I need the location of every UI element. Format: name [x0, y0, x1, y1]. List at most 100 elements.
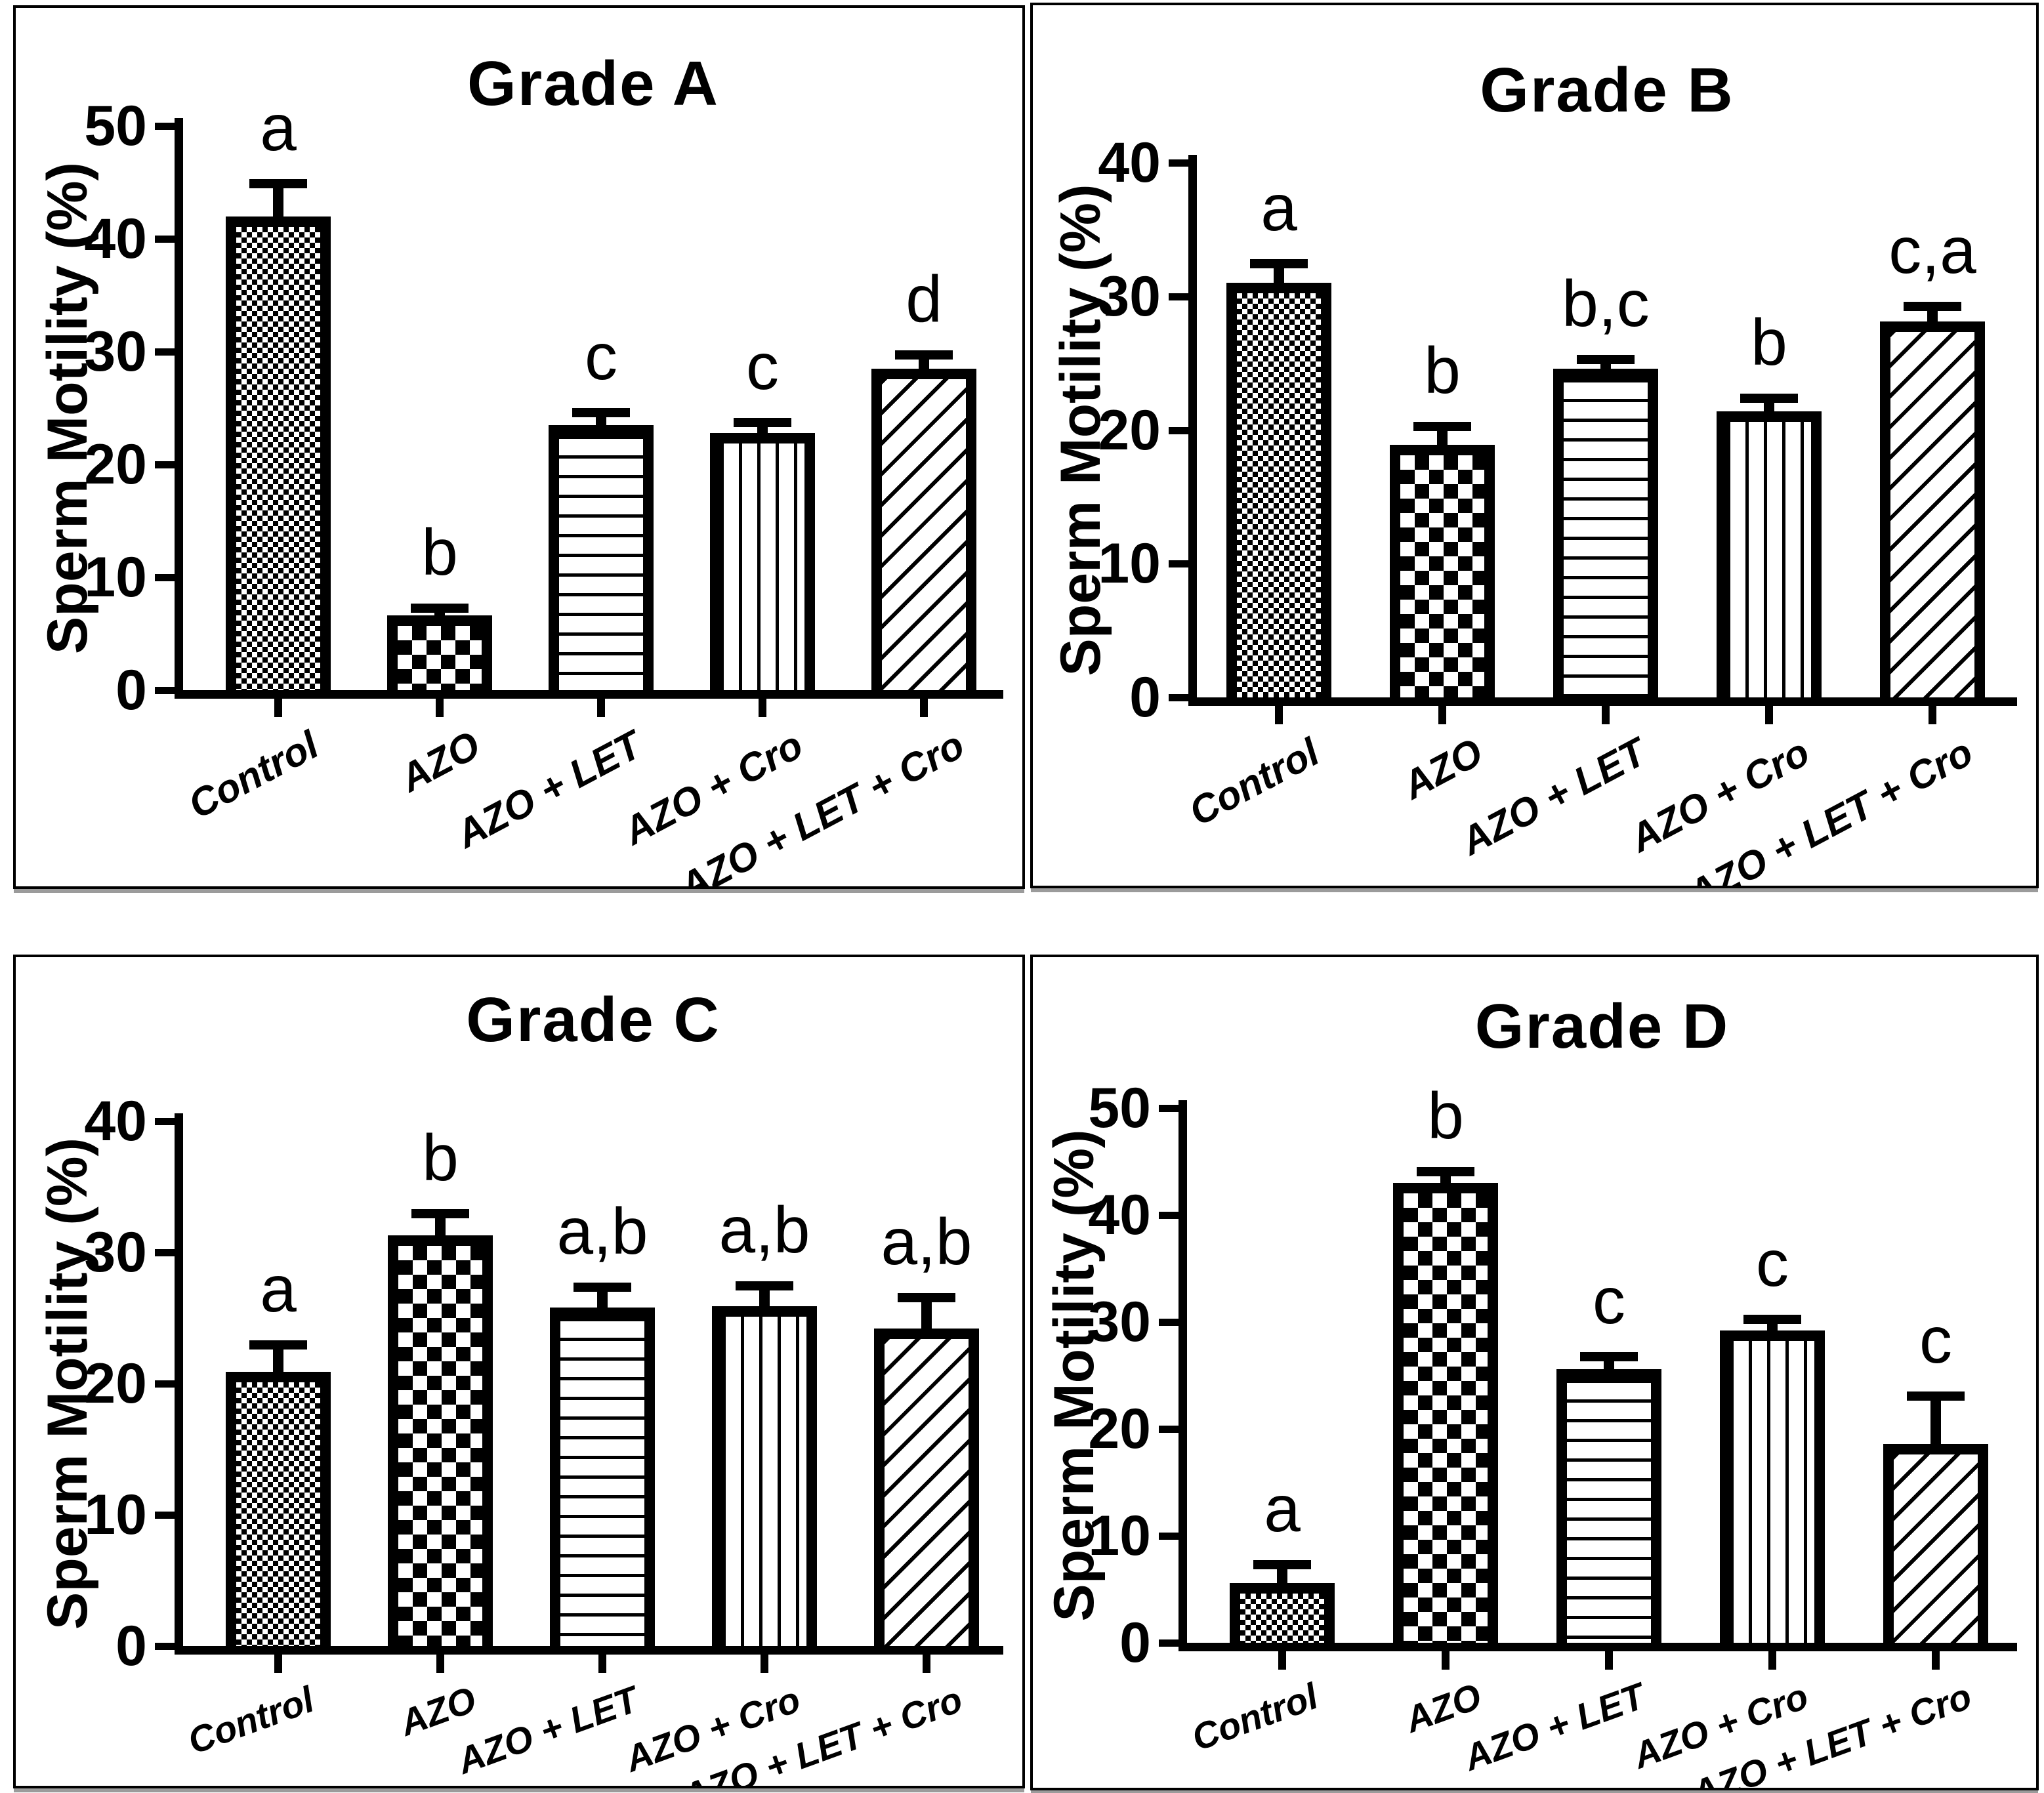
error-bar-cap [249, 178, 307, 188]
bar-azo-let-cro [874, 1329, 979, 1646]
y-tick-label: 50 [1088, 1077, 1151, 1140]
significance-letter: a [1261, 171, 1297, 245]
error-bar-cap [1580, 1351, 1638, 1361]
x-tick [436, 699, 444, 717]
error-bar-cap [572, 408, 630, 417]
y-tick-label: 40 [84, 1090, 147, 1153]
y-tick [155, 348, 175, 356]
y-tick [1169, 426, 1188, 434]
y-tick [1159, 1212, 1178, 1219]
error-bar-cap [1253, 1560, 1311, 1570]
y-tick-label: 30 [1088, 1290, 1151, 1353]
error-bar-cap [1417, 1166, 1474, 1176]
plot-area: 0 10 20 30 40 50 a Control b AZO c AZO + LET c AZO + … [1033, 957, 2036, 1788]
y-tick [155, 123, 175, 130]
y-tick [1159, 1105, 1178, 1112]
bar-azo [1393, 1183, 1498, 1643]
significance-letter: a [260, 1252, 297, 1326]
y-tick [155, 1643, 175, 1650]
bar-azo-cro [712, 1306, 817, 1646]
significance-letter: a [1264, 1472, 1301, 1546]
error-bar-cap [734, 418, 791, 428]
x-tick [1275, 706, 1283, 724]
y-tick [1169, 560, 1188, 568]
significance-letter: a,b [719, 1193, 810, 1267]
bar-control [226, 216, 331, 690]
significance-letter: a,b [556, 1195, 648, 1268]
x-tick [759, 699, 766, 717]
y-tick-label: 20 [84, 1352, 147, 1415]
bar-azo-cro [1717, 411, 1822, 697]
x-tick [598, 1655, 606, 1673]
error-bar-cap [1413, 422, 1471, 432]
x-tick [761, 1655, 768, 1673]
y-tick [155, 1118, 175, 1125]
significance-letter: b,c [1562, 267, 1650, 341]
y-tick [1159, 1319, 1178, 1326]
x-axis [1188, 697, 2017, 706]
error-bar-cap [411, 1209, 469, 1218]
y-tick [155, 1512, 175, 1519]
x-tick [1278, 1651, 1286, 1670]
x-tick [274, 1655, 282, 1673]
panel-grade-d: Grade D Sperm Motility (%) 0 10 20 30 40 50 a C… [1030, 955, 2039, 1790]
error-bar-cap [574, 1283, 631, 1292]
significance-letter: b [421, 515, 458, 589]
y-tick-label: 20 [1098, 398, 1161, 462]
panel-grade-c: Grade C Sperm Motility (%) 0 10 20 30 40 a Con… [13, 955, 1025, 1788]
bar-azo-let [1556, 1369, 1661, 1643]
x-tick [1605, 1651, 1613, 1670]
y-axis [175, 118, 183, 699]
error-bar-cap [1743, 1314, 1801, 1324]
y-tick-label: 20 [1088, 1397, 1151, 1460]
bar-azo [387, 615, 492, 690]
x-tick [1438, 706, 1446, 724]
error-bar-cap [1250, 258, 1308, 268]
panel-title: Grade A [467, 49, 719, 119]
error-bar-cap [736, 1281, 793, 1290]
significance-letter: c,a [1888, 213, 1976, 287]
significance-letter: b [1427, 1079, 1464, 1153]
panel-grade-b: Grade B Sperm Motility (%) 0 10 20 30 40 a Con… [1030, 3, 2039, 888]
significance-letter: b [422, 1121, 459, 1195]
bar-control [1226, 283, 1331, 697]
x-axis [175, 1646, 1003, 1655]
significance-letter: b [1751, 306, 1787, 380]
x-tick [597, 699, 605, 717]
x-tick [1602, 706, 1610, 724]
error-bar-cap [1907, 1391, 1965, 1401]
bar-azo [1390, 444, 1495, 697]
panel-title: Grade B [1480, 55, 1734, 125]
bar-control [226, 1372, 331, 1646]
y-tick-label: 30 [84, 320, 147, 383]
y-tick-label: 20 [84, 433, 147, 496]
bar-azo-let-cro [871, 368, 976, 690]
y-tick [155, 236, 175, 243]
y-tick-label: 30 [84, 1221, 147, 1284]
x-tick [436, 1655, 444, 1673]
error-bar-cap [1577, 355, 1635, 365]
y-axis [1188, 155, 1197, 706]
error-bar-cap [1740, 394, 1798, 403]
y-tick-label: 40 [1098, 131, 1161, 194]
y-axis [1178, 1100, 1187, 1651]
x-tick [274, 699, 282, 717]
error-bar-line [1930, 1391, 1941, 1458]
x-tick [920, 699, 928, 717]
x-tick [1768, 1651, 1776, 1670]
significance-letter: a,b [881, 1205, 972, 1279]
significance-letter: c [585, 320, 617, 394]
y-tick-label: 10 [1088, 1504, 1151, 1567]
y-tick-label: 0 [1129, 666, 1161, 729]
error-bar-cap [1904, 301, 1961, 311]
x-tick [1932, 1651, 1940, 1670]
y-tick [155, 1249, 175, 1256]
y-tick [155, 574, 175, 581]
significance-letter: b [1424, 334, 1461, 408]
y-tick [1159, 1533, 1178, 1540]
y-tick-label: 50 [84, 94, 147, 157]
panel-title: Grade C [466, 985, 720, 1055]
bar-azo-let [550, 1308, 655, 1646]
bar-azo-let [1553, 368, 1658, 697]
